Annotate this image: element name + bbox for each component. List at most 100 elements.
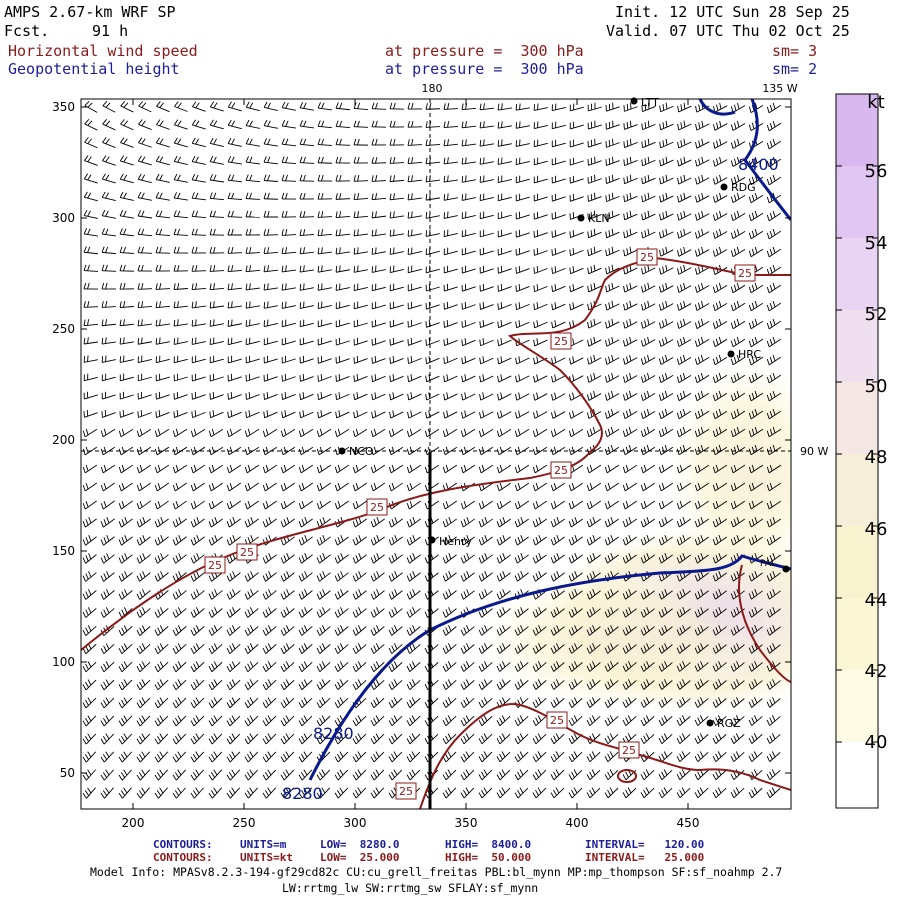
wind-barb-flag	[715, 681, 719, 688]
wind-barb-flag	[445, 446, 449, 454]
wind-barb-flag	[754, 534, 758, 542]
wind-barb-flag	[766, 611, 770, 618]
wind-barb-flag	[154, 738, 159, 745]
wind-barb-flag	[371, 411, 374, 419]
wind-barb	[462, 143, 476, 147]
wind-barb	[156, 358, 170, 364]
wind-barb-flag	[136, 503, 140, 510]
wind-barb-flag	[244, 720, 249, 727]
wind-barb-flag	[448, 553, 452, 560]
wind-barb-flag	[645, 733, 650, 740]
wind-barb-flag	[769, 284, 773, 292]
wind-barb-flag	[406, 720, 411, 727]
wind-barb-flag	[644, 320, 647, 327]
wind-barb	[246, 143, 260, 147]
wind-barb-flag	[538, 534, 542, 542]
wind-barb-flag	[250, 517, 254, 524]
wind-barb-flag	[245, 210, 249, 217]
wind-barb-flag	[464, 392, 467, 399]
wind-barb-flag	[590, 320, 593, 327]
wind-barb-flag	[479, 339, 482, 346]
wind-barb-flag	[754, 354, 758, 362]
wind-barb-flag	[682, 607, 686, 614]
wind-barb-flag	[139, 717, 143, 724]
wind-barb-flag	[607, 482, 611, 490]
wind-barb-flag	[391, 663, 395, 670]
wind-barb-flag	[298, 647, 303, 654]
wind-barb-flag	[262, 484, 266, 492]
wind-barb-flag	[641, 286, 644, 293]
wind-barb	[498, 161, 512, 165]
wind-barb-flag	[394, 589, 398, 596]
wind-barb-flag	[281, 101, 286, 108]
wind-barb	[138, 428, 152, 438]
wind-barb	[408, 340, 422, 346]
wind-barb-flag	[245, 301, 248, 309]
wind-barb-flag	[611, 192, 614, 200]
wind-barb-flag	[195, 643, 200, 650]
wind-barb-flag	[661, 591, 665, 598]
wind-barb-flag	[285, 625, 290, 632]
wind-barb-flag	[736, 246, 740, 254]
wind-barb-flag	[172, 684, 177, 691]
wind-barb-flag	[751, 681, 755, 688]
wind-barb-flag	[497, 412, 500, 419]
wind-barb	[300, 464, 314, 474]
wind-barb-flag	[608, 374, 611, 381]
wind-barb-flag	[411, 175, 413, 182]
wind-barb-flag	[334, 647, 339, 654]
wind-barb-flag	[232, 571, 236, 578]
wind-barb-flag	[569, 358, 572, 365]
wind-barb-flag	[322, 535, 326, 542]
wind-barb-flag	[719, 210, 722, 218]
wind-barb-flag	[262, 593, 266, 600]
wind-barb-flag	[394, 571, 398, 578]
wind-barb-flag	[604, 376, 608, 383]
wind-barb-flag	[411, 139, 414, 146]
wind-barb-flag	[100, 647, 105, 654]
wind-barb-flag	[105, 319, 107, 326]
wind-barb-flag	[425, 357, 427, 364]
wind-barb-flag	[571, 699, 575, 706]
wind-barb-flag	[536, 284, 539, 291]
wind-barb-flag	[391, 699, 395, 706]
wind-barb-flag	[733, 212, 737, 219]
wind-barb-flag	[535, 482, 539, 490]
wind-barb-flag	[154, 647, 159, 654]
wind-barb-flag	[718, 354, 722, 362]
wind-barb	[570, 411, 584, 419]
wind-barb-flag	[501, 697, 506, 704]
wind-barb-flag	[682, 444, 686, 452]
wind-barb-flag	[550, 539, 554, 546]
wind-barb-flag	[263, 101, 268, 108]
wind-barb-flag	[644, 158, 647, 165]
wind-barb-flag	[501, 715, 506, 722]
wind-barb-flag	[537, 715, 542, 722]
wind-barb-flag	[335, 411, 338, 419]
wind-barb-flag	[214, 607, 218, 614]
wind-barb-flag	[658, 719, 663, 726]
wind-barb-flag	[460, 593, 464, 600]
wind-barb-flag	[303, 643, 308, 650]
wind-barb	[570, 500, 584, 510]
wind-barb-flag	[193, 519, 197, 526]
wind-barb-flag	[751, 158, 755, 165]
wind-barb-flag	[550, 593, 554, 600]
wind-barb-flag	[406, 665, 411, 672]
wind-barb	[516, 375, 530, 383]
wind-barb-flag	[719, 174, 722, 182]
wind-barb-flag	[231, 283, 233, 290]
wind-barb-flag	[465, 661, 470, 668]
wind-barb-flag	[193, 609, 197, 616]
wind-barb-flag	[465, 679, 470, 686]
wind-barb	[84, 196, 98, 202]
wind-barb-flag	[263, 247, 266, 254]
wind-barb-flag	[391, 645, 395, 652]
wind-barb-flag	[262, 557, 266, 564]
wind-barb	[84, 341, 98, 345]
wind-barb-flag	[478, 484, 482, 492]
wind-barb-flag	[410, 356, 413, 363]
wind-barb-flag	[679, 735, 683, 742]
wind-barb	[138, 358, 152, 364]
wind-barb-flag	[173, 265, 176, 272]
